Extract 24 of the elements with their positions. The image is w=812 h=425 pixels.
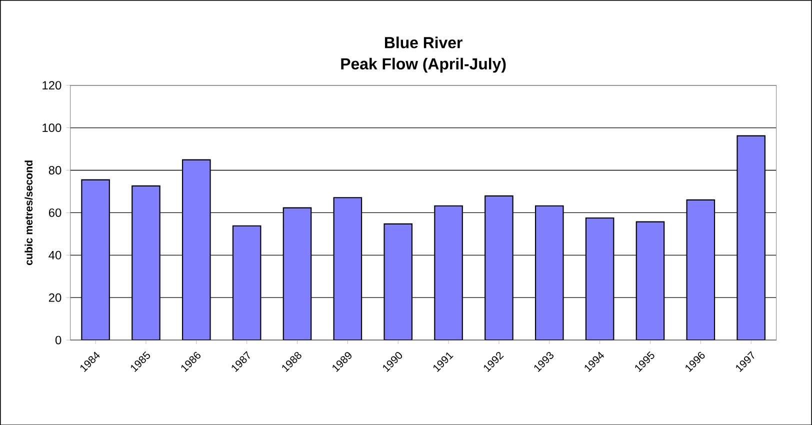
bar	[736, 135, 766, 340]
bar	[485, 196, 513, 340]
bar	[82, 180, 110, 340]
y-tick-label: 0	[55, 336, 62, 344]
chart-title: Blue River	[384, 36, 462, 48]
bar	[686, 200, 715, 340]
y-tick-label: 100	[42, 123, 62, 132]
y-tick-label: 20	[48, 293, 62, 302]
chart-subtitle: Peak Flow (April-July)	[341, 58, 506, 72]
bar	[182, 160, 210, 340]
bar	[536, 206, 564, 340]
bar	[384, 224, 412, 340]
bar	[434, 206, 462, 340]
bar	[636, 222, 664, 340]
y-tick-label: 60	[48, 208, 62, 217]
y-tick-label: 80	[48, 166, 62, 174]
y-tick-label: 120	[42, 80, 62, 90]
y-axis-title: cubic metres/second	[24, 160, 33, 265]
bar	[334, 197, 362, 340]
bar	[232, 226, 261, 340]
bar	[586, 218, 614, 340]
bar	[132, 186, 160, 340]
y-tick-label: 40	[48, 250, 62, 260]
bar	[283, 208, 312, 340]
